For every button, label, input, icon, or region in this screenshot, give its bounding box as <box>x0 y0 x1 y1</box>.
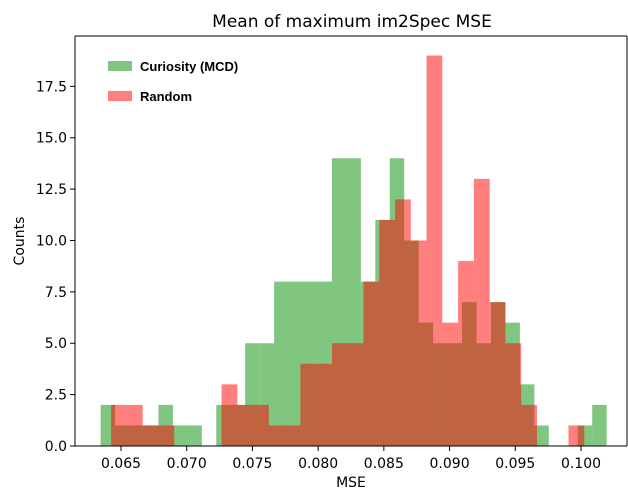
y-tick-label: 17.5 <box>36 79 67 95</box>
y-tick-label: 5.0 <box>45 336 67 352</box>
bars-layer <box>100 55 607 447</box>
legend-label-curiosity: Curiosity (MCD) <box>140 59 238 74</box>
x-tick-label: 0.085 <box>364 456 404 472</box>
histogram-bar <box>158 425 175 446</box>
x-tick-label: 0.095 <box>495 456 535 472</box>
axes-frame <box>74 35 628 447</box>
histogram-bar <box>111 404 127 446</box>
histogram-bar <box>395 199 411 446</box>
histogram-bar <box>568 425 585 446</box>
y-tick-label: 15.0 <box>36 131 67 147</box>
histogram-bar <box>316 363 332 446</box>
legend: Curiosity (MCD) Random <box>108 59 238 104</box>
histogram-bar <box>268 425 285 446</box>
histogram-bar <box>142 425 159 446</box>
y-axis-ticks: 0.0 2.5 5.0 7.5 10.0 12.5 15.0 17.5 <box>36 79 75 455</box>
x-tick-label: 0.080 <box>298 456 338 472</box>
histogram-bar <box>489 302 506 446</box>
x-tick-label: 0.100 <box>561 456 601 472</box>
histogram-bar <box>534 425 549 446</box>
histogram-bar <box>331 343 348 446</box>
histogram-bar <box>288 281 304 446</box>
x-tick-label: 0.090 <box>430 456 470 472</box>
histogram-bar <box>347 343 364 446</box>
y-tick-label: 2.5 <box>45 388 67 404</box>
histogram-bar <box>592 404 607 446</box>
legend-label-random: Random <box>140 89 192 104</box>
histogram-bar <box>126 404 143 446</box>
histogram-bar <box>473 178 490 446</box>
histogram-bar <box>187 425 202 446</box>
y-tick-label: 0.0 <box>45 439 67 455</box>
legend-swatch-random <box>108 91 132 101</box>
histogram-bar <box>410 240 427 446</box>
y-tick-label: 12.5 <box>36 182 67 198</box>
x-tick-label: 0.070 <box>167 456 207 472</box>
legend-swatch-curiosity <box>108 61 132 71</box>
histogram-bar <box>300 363 317 446</box>
x-axis-ticks: 0.065 0.070 0.075 0.080 0.085 0.090 0.095 0.100 <box>101 446 601 472</box>
histogram-bar <box>521 404 537 446</box>
x-axis-label: MSE <box>336 475 366 491</box>
x-tick-label: 0.075 <box>232 456 272 472</box>
histogram-bar <box>426 55 443 447</box>
histogram-bar <box>379 219 396 446</box>
histogram-bar <box>237 404 254 446</box>
chart-title: Mean of maximum im2Spec MSE <box>212 12 492 32</box>
y-axis-label: Counts <box>12 217 28 266</box>
y-tick-label: 7.5 <box>45 285 67 301</box>
y-tick-label: 10.0 <box>36 233 67 249</box>
histogram-bar <box>172 425 188 446</box>
histogram-bar <box>363 281 380 446</box>
series-random <box>111 55 585 447</box>
x-tick-label: 0.065 <box>101 456 141 472</box>
histogram-bar <box>505 343 522 446</box>
histogram-bar <box>442 322 459 446</box>
histogram-bar <box>284 425 301 446</box>
histogram-bar <box>274 281 289 446</box>
histogram-bar <box>253 404 269 446</box>
histogram-bar <box>458 261 474 446</box>
histogram-bar <box>221 384 238 446</box>
